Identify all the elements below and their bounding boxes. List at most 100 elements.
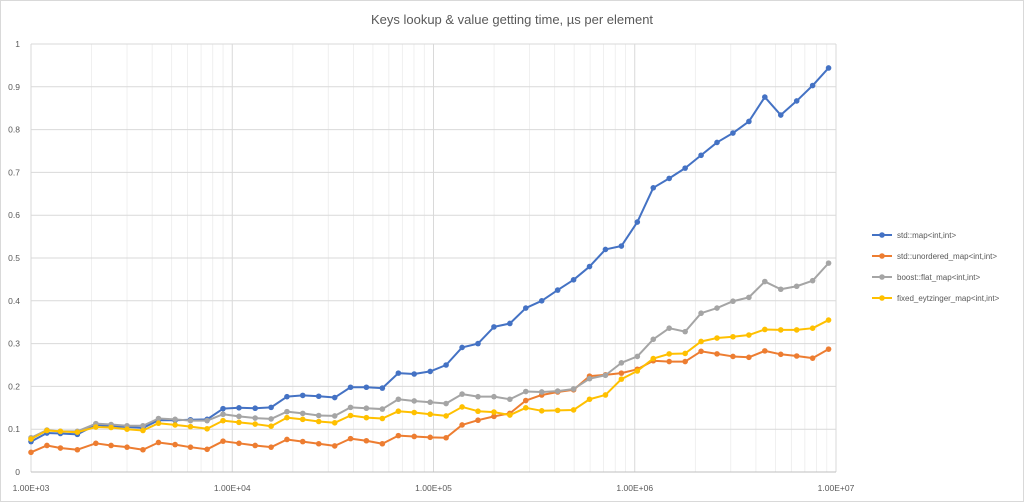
data-point (299, 438, 306, 445)
data-point (586, 375, 593, 382)
data-point (331, 413, 338, 419)
data-point (236, 440, 242, 447)
data-point (284, 436, 290, 443)
data-point (379, 415, 386, 422)
data-point (443, 413, 449, 419)
data-point (28, 449, 34, 456)
data-point (698, 348, 704, 355)
y-tick-label: 0.8 (8, 125, 20, 135)
data-point (315, 412, 322, 419)
data-point (793, 353, 800, 359)
data-point (746, 354, 752, 361)
data-point (634, 353, 641, 360)
data-point (459, 422, 465, 428)
data-point (618, 370, 625, 376)
data-point (108, 442, 114, 449)
data-point (204, 446, 210, 453)
data-point (252, 442, 258, 449)
data-point (172, 422, 178, 428)
legend: std::map<int,int>std::unordered_map<int,… (872, 231, 1000, 303)
data-point (315, 418, 322, 425)
data-point (730, 130, 736, 136)
data-point (538, 298, 545, 304)
data-point (666, 175, 672, 182)
data-point (523, 305, 529, 311)
data-point (220, 405, 226, 412)
data-point (507, 320, 513, 327)
data-point (475, 417, 481, 424)
data-point (427, 368, 434, 375)
axes: 0 0.1 0.2 0.3 0.4 0.5 0.6 0.7 0.8 0.9 1 1.00E+03 1.0… (8, 39, 854, 493)
y-tick-label: 0.9 (8, 82, 20, 92)
data-point (570, 407, 577, 413)
data-point (650, 336, 657, 343)
data-point (666, 358, 672, 365)
data-point (777, 351, 784, 358)
data-point (187, 444, 194, 450)
data-point (236, 419, 242, 426)
gridlines (30, 43, 837, 473)
data-point (236, 413, 242, 420)
y-tick-label: 1 (15, 39, 20, 49)
data-point (475, 393, 481, 400)
data-point (268, 444, 274, 450)
data-point (714, 351, 720, 357)
data-point (347, 435, 354, 442)
data-point (730, 298, 736, 305)
data-point (411, 433, 418, 440)
data-point (379, 385, 386, 391)
chart-title: Keys lookup & value getting time, µs per… (371, 12, 653, 27)
data-point (57, 428, 64, 435)
data-point (347, 412, 354, 419)
data-point (666, 351, 672, 357)
data-point (268, 423, 274, 430)
data-point (299, 392, 306, 399)
data-point (523, 397, 529, 404)
data-point (284, 408, 290, 415)
data-point (331, 443, 338, 449)
data-point (666, 325, 672, 331)
data-point (268, 416, 274, 422)
data-point (602, 372, 609, 379)
data-point (443, 400, 449, 407)
data-point (44, 427, 50, 434)
data-point (698, 338, 704, 345)
data-point (220, 411, 226, 418)
legend-label: std::map<int,int> (897, 231, 956, 240)
series-line (30, 67, 830, 443)
data-point (427, 411, 434, 418)
data-point (204, 425, 210, 432)
data-point (825, 346, 832, 352)
data-point (347, 404, 354, 411)
data-point (554, 407, 561, 414)
y-tick-label: 0.6 (8, 210, 20, 220)
data-point (411, 398, 418, 404)
data-point (187, 423, 194, 430)
data-point (746, 294, 752, 301)
data-point (363, 414, 370, 421)
data-point (730, 333, 736, 340)
data-point (395, 396, 402, 403)
data-point (682, 165, 688, 171)
legend-marker (879, 295, 885, 301)
data-point (762, 348, 768, 354)
data-point (108, 424, 114, 431)
data-point (491, 409, 497, 415)
x-tick-label: 1.00E+03 (13, 483, 50, 493)
data-point (618, 243, 625, 249)
data-point (363, 384, 370, 391)
data-point (204, 417, 210, 424)
data-point (730, 353, 736, 360)
data-point (762, 326, 768, 333)
legend-marker (879, 274, 885, 280)
data-point (682, 328, 688, 335)
legend-marker (879, 253, 885, 259)
x-tick-label: 1.00E+05 (415, 483, 452, 493)
data-point (252, 421, 258, 427)
data-point (155, 420, 162, 427)
data-point (618, 376, 625, 382)
x-tick-label: 1.00E+07 (818, 483, 855, 493)
data-point (363, 437, 370, 444)
data-point (347, 384, 354, 391)
